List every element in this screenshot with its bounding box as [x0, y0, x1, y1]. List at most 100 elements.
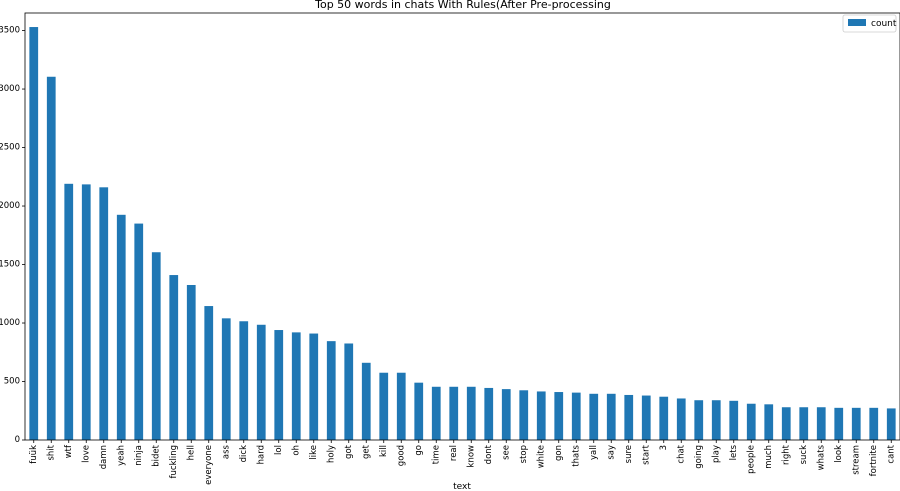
bar-27	[501, 389, 511, 440]
x-tick-label: bidet	[151, 444, 161, 466]
bar-42	[764, 404, 774, 440]
bar-23	[431, 386, 441, 440]
bar-31	[571, 392, 581, 440]
bar-41	[746, 403, 756, 440]
bar-30	[554, 392, 564, 440]
bar-10	[204, 306, 214, 440]
x-tick-label: say	[606, 445, 616, 460]
x-tick-label: cant	[886, 444, 896, 463]
plot-frame	[24, 12, 900, 441]
bar-16	[309, 333, 319, 440]
x-tick-label: play	[711, 445, 721, 463]
x-tick-label: lets	[729, 444, 739, 460]
x-tick-label: everyone	[204, 445, 214, 485]
bar-45	[816, 407, 826, 440]
x-tick-label: time	[431, 445, 441, 464]
x-tick-label: whats	[816, 444, 826, 470]
x-tick-label: gon	[554, 445, 564, 461]
x-tick-label: sure	[624, 445, 634, 463]
bar-7	[151, 252, 161, 440]
bar-28	[519, 390, 529, 440]
x-tick-label: good	[396, 445, 406, 466]
y-tick-label: 3500	[0, 26, 20, 36]
x-tick-label: kill	[379, 445, 389, 457]
bar-22	[414, 382, 424, 440]
bar-11	[221, 318, 231, 440]
chart-title: Top 50 words in chats With Rules(After P…	[314, 0, 611, 11]
x-tick-label: start	[641, 444, 651, 464]
x-tick-label: 3	[659, 445, 669, 450]
bar-36	[659, 396, 669, 440]
x-tick-label: dick	[239, 445, 249, 462]
bar-1	[46, 76, 56, 440]
bar-12	[239, 321, 249, 440]
x-tick-label: oh	[291, 445, 301, 456]
x-tick-label: go	[414, 445, 424, 456]
x-axis: fuük shit wtf love damn yeah ninja bidet fucklin…	[29, 440, 896, 485]
bar-40	[729, 400, 739, 440]
x-tick-label: see	[501, 445, 511, 460]
x-tick-label: fuckling	[169, 445, 179, 478]
bar-47	[851, 407, 861, 440]
bar-37	[676, 398, 686, 440]
y-tick-label: 1500	[0, 260, 20, 270]
bar-24	[449, 386, 459, 440]
x-tick-label: fortnite	[869, 445, 879, 476]
x-axis-label: text	[453, 482, 471, 491]
y-tick-label: 3000	[0, 84, 20, 94]
x-tick-label: hard	[256, 445, 266, 464]
y-tick-label: 500	[4, 377, 20, 387]
x-tick-label: stream	[851, 445, 861, 475]
bar-15	[291, 332, 301, 440]
bar-48	[869, 407, 879, 440]
bar-46	[834, 407, 844, 440]
bar-3	[81, 184, 91, 440]
x-tick-label: holy	[326, 445, 336, 463]
y-tick-label: 0	[15, 435, 20, 445]
x-tick-label: stop	[519, 445, 529, 463]
bar-33	[606, 393, 616, 440]
bar-2	[64, 183, 74, 441]
x-tick-label: yall	[589, 445, 599, 460]
x-tick-label: wtf	[64, 444, 74, 458]
legend: count	[842, 14, 897, 33]
x-tick-label: got	[344, 444, 354, 459]
bar-49	[886, 408, 896, 440]
x-tick-label: damn	[99, 445, 109, 469]
x-tick-label: much	[764, 445, 774, 469]
x-tick-label: right	[781, 444, 791, 465]
legend-swatch	[848, 19, 866, 26]
bar-29	[536, 391, 546, 440]
x-tick-label: look	[834, 445, 844, 463]
bar-34	[624, 394, 634, 440]
x-tick-label: like	[309, 445, 319, 460]
x-tick-label: yeah	[116, 445, 126, 466]
bar-21	[396, 372, 406, 440]
bar-44	[799, 407, 809, 440]
x-tick-label: real	[449, 445, 459, 461]
x-tick-label: get	[361, 444, 371, 459]
bar-6	[134, 223, 144, 440]
x-tick-label: going	[694, 445, 704, 469]
x-tick-label: hell	[186, 445, 196, 460]
bar-39	[711, 400, 721, 440]
legend-label: count	[871, 19, 897, 29]
y-axis: 0 500 1000 1500 2000 2500 3000 3500	[0, 26, 25, 445]
bar-43	[781, 407, 791, 440]
bar-26	[484, 387, 494, 440]
y-tick-label: 2000	[0, 201, 20, 211]
x-tick-label: people	[746, 445, 756, 474]
x-tick-label: thats	[571, 444, 581, 466]
x-tick-label: chat	[676, 444, 686, 463]
bar-8	[169, 275, 179, 440]
y-tick-label: 2500	[0, 143, 20, 153]
x-tick-label: lol	[274, 445, 284, 455]
bar-35	[641, 395, 651, 440]
bar-9	[186, 284, 196, 440]
x-tick-label: dont	[484, 444, 494, 464]
bars-group	[29, 27, 896, 441]
bar-13	[256, 324, 266, 440]
x-tick-label: ass	[221, 444, 231, 459]
bar-25	[466, 386, 476, 440]
